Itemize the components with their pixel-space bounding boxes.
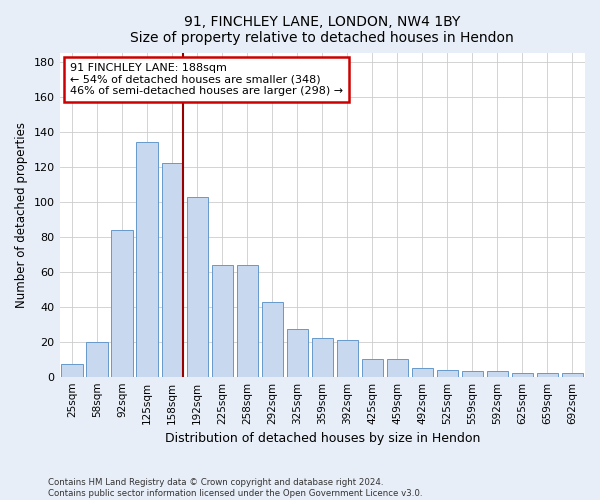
Bar <box>112 230 133 376</box>
Text: Contains HM Land Registry data © Crown copyright and database right 2024.
Contai: Contains HM Land Registry data © Crown c… <box>48 478 422 498</box>
Bar <box>512 373 533 376</box>
Bar <box>287 330 308 376</box>
Bar <box>462 372 483 376</box>
Bar <box>437 370 458 376</box>
Bar <box>412 368 433 376</box>
Bar <box>311 338 333 376</box>
Bar <box>136 142 158 376</box>
Bar <box>487 372 508 376</box>
X-axis label: Distribution of detached houses by size in Hendon: Distribution of detached houses by size … <box>164 432 480 445</box>
Bar <box>187 196 208 376</box>
Bar <box>212 265 233 376</box>
Bar <box>262 302 283 376</box>
Bar <box>61 364 83 376</box>
Bar <box>362 359 383 376</box>
Bar <box>562 373 583 376</box>
Y-axis label: Number of detached properties: Number of detached properties <box>15 122 28 308</box>
Text: 91 FINCHLEY LANE: 188sqm
← 54% of detached houses are smaller (348)
46% of semi-: 91 FINCHLEY LANE: 188sqm ← 54% of detach… <box>70 63 343 96</box>
Bar <box>236 265 258 376</box>
Bar <box>537 373 558 376</box>
Bar <box>161 164 183 376</box>
Bar <box>337 340 358 376</box>
Title: 91, FINCHLEY LANE, LONDON, NW4 1BY
Size of property relative to detached houses : 91, FINCHLEY LANE, LONDON, NW4 1BY Size … <box>130 15 514 45</box>
Bar <box>86 342 108 376</box>
Bar <box>387 359 408 376</box>
